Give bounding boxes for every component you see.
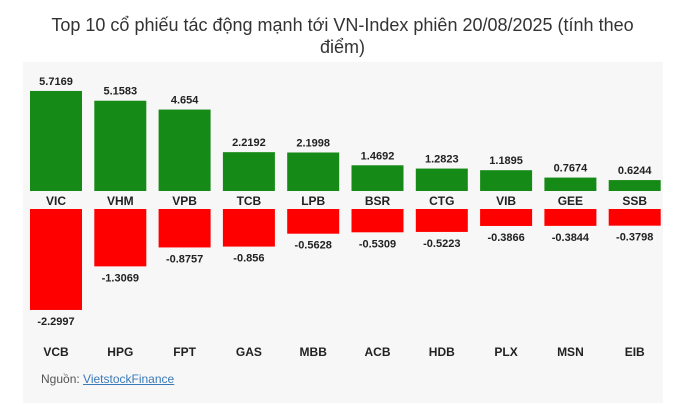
bar-negative (158, 209, 211, 248)
bar-negative (30, 209, 82, 310)
bar-negative (480, 209, 533, 226)
data-label: -0.856 (233, 253, 264, 265)
source-note: Nguồn: VietstockFinance (41, 372, 174, 386)
data-label: -2.2997 (37, 316, 74, 328)
data-label: -0.5309 (359, 238, 396, 250)
data-label: 0.6244 (618, 165, 653, 177)
data-label: -0.3798 (616, 232, 653, 244)
chart-title: Top 10 cổ phiếu tác động mạnh tới VN-Ind… (51, 15, 634, 57)
bar-positive (608, 180, 661, 191)
category-label: GEE (558, 194, 583, 208)
bar-positive (351, 165, 404, 191)
category-label: MSN (557, 345, 584, 359)
bar-positive (222, 152, 275, 191)
category-label: VIB (496, 194, 516, 208)
category-label: VIC (46, 194, 66, 208)
category-label: EIB (625, 345, 645, 359)
data-label: -0.3844 (552, 232, 590, 244)
category-label: PLX (494, 345, 517, 359)
category-label: VCB (43, 345, 69, 359)
bar-negative (222, 209, 275, 247)
data-label: 4.654 (171, 95, 199, 107)
bar-positive (158, 109, 211, 191)
category-label: BSR (365, 194, 391, 208)
bar-positive (480, 170, 533, 191)
category-label: SSB (622, 194, 647, 208)
data-label: 5.7169 (39, 76, 73, 88)
data-label: 5.1583 (103, 86, 137, 98)
category-label: GAS (236, 345, 262, 359)
data-label: 1.1895 (489, 155, 523, 167)
data-label: 1.4692 (361, 150, 395, 162)
bar-negative (94, 209, 147, 267)
category-label: HDB (429, 345, 455, 359)
source-label: Nguồn: (41, 372, 80, 386)
bar-negative (287, 209, 340, 234)
category-label: ACB (365, 345, 391, 359)
category-label: FPT (173, 345, 196, 359)
bar-positive (544, 177, 597, 191)
bar-negative (415, 209, 468, 232)
bar-negative (544, 209, 597, 226)
bar-positive (30, 90, 82, 191)
source-link[interactable]: VietstockFinance (83, 372, 175, 386)
data-label: -0.5223 (423, 238, 460, 250)
category-label: HPG (107, 345, 133, 359)
category-label: MBB (300, 345, 328, 359)
data-label: -0.5628 (295, 240, 332, 252)
category-label: VHM (107, 194, 134, 208)
data-label: 1.2823 (425, 154, 459, 166)
category-label: TCB (237, 194, 262, 208)
data-label: -0.8757 (166, 253, 203, 265)
category-label: VPB (172, 194, 197, 208)
category-label: LPB (301, 194, 325, 208)
bar-negative (608, 209, 661, 226)
bar-positive (287, 152, 340, 191)
data-label: -1.3069 (102, 272, 139, 284)
bar-negative (351, 209, 404, 233)
data-label: -0.3866 (487, 232, 524, 244)
bar-positive (94, 100, 147, 191)
data-label: 2.2192 (232, 137, 266, 149)
data-label: 0.7674 (554, 163, 589, 175)
category-label: CTG (429, 194, 454, 208)
data-label: 2.1998 (296, 138, 330, 150)
bar-positive (415, 168, 468, 191)
